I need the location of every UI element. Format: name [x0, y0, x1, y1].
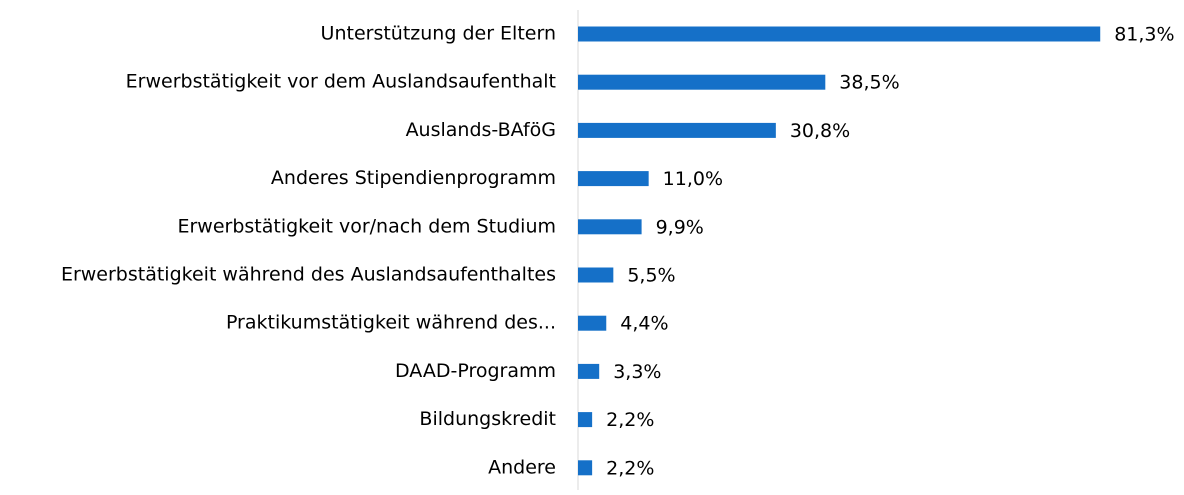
category-label: Erwerbstätigkeit während des Auslandsauf… — [61, 264, 556, 286]
category-label: Unterstützung der Eltern — [321, 23, 556, 45]
category-label: Anderes Stipendienprogramm — [271, 167, 556, 189]
value-label: 3,3% — [613, 361, 661, 383]
category-label: Praktikumstätigkeit während des... — [226, 312, 556, 334]
value-label: 5,5% — [627, 265, 675, 287]
value-label: 11,0% — [663, 168, 723, 190]
category-label: Bildungskredit — [419, 408, 556, 430]
value-label: 4,4% — [620, 313, 668, 335]
bar — [578, 363, 600, 379]
category-label: DAAD-Programm — [395, 360, 556, 382]
bar — [578, 122, 776, 138]
value-label: 38,5% — [839, 72, 899, 94]
value-label: 9,9% — [656, 216, 704, 238]
category-label: Auslands-BAföG — [406, 119, 556, 141]
bar — [578, 315, 607, 331]
value-label: 30,8% — [790, 120, 850, 142]
bar — [578, 412, 593, 428]
category-label: Erwerbstätigkeit vor dem Auslandsaufenth… — [126, 71, 556, 93]
bar — [578, 219, 642, 235]
bar — [578, 26, 1101, 42]
bar — [578, 460, 593, 476]
value-label: 81,3% — [1114, 24, 1174, 46]
bar — [578, 74, 826, 90]
category-label: Andere — [488, 456, 556, 478]
bar — [578, 171, 649, 187]
category-label: Erwerbstätigkeit vor/nach dem Studium — [177, 215, 556, 237]
value-label: 2,2% — [606, 409, 654, 431]
bar — [578, 267, 614, 283]
value-label: 2,2% — [606, 457, 654, 479]
